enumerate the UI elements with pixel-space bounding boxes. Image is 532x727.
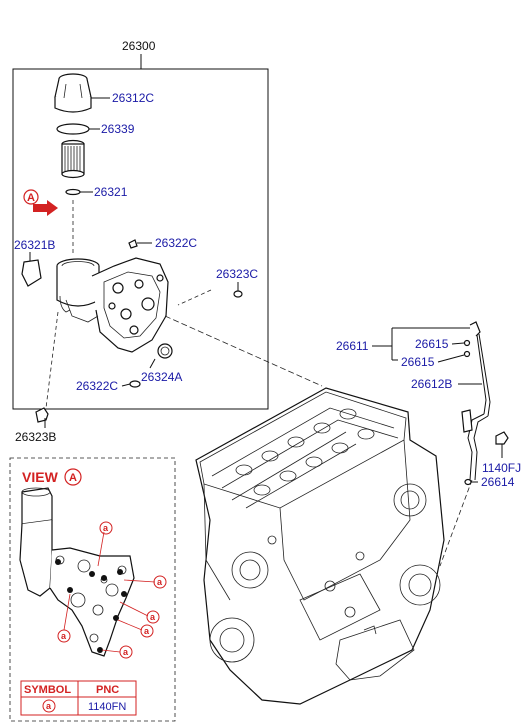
view-a-frame [9, 457, 176, 722]
callout-a-6: a [61, 631, 67, 641]
view-letter: A [69, 472, 77, 484]
label-26612B: 26612B [411, 377, 452, 391]
bolt-1140FJ [495, 431, 509, 445]
small-o-ring [65, 188, 81, 196]
label-26339: 26339 [101, 122, 135, 136]
symbol-table: SYMBOL PNC a 1140FN [20, 680, 137, 716]
label-26322C-bottom: 26322C [76, 379, 118, 393]
table-cell-symbol: a [46, 701, 52, 711]
callouts: a a a a a a [57, 521, 167, 659]
callout-a-5: a [123, 647, 129, 657]
label-26312C: 26312C [112, 91, 154, 105]
label-26324A: 26324A [141, 370, 182, 384]
label-1140FJ: 1140FJ [482, 461, 521, 475]
table-header-pnc: PNC [96, 684, 119, 696]
view-a-module [19, 487, 135, 657]
engine-block [195, 387, 445, 705]
label-26323B: 26323B [15, 430, 56, 444]
callout-a-4: a [144, 626, 150, 636]
o-ring [56, 123, 90, 135]
label-26323C: 26323C [216, 267, 258, 281]
label-26321: 26321 [94, 185, 128, 199]
view-title: VIEW [22, 469, 59, 485]
view-letter-circle [64, 468, 82, 486]
label-26300: 26300 [122, 39, 156, 53]
marker-a-letter: A [27, 192, 35, 204]
filter-element [61, 139, 85, 179]
gasket-26321B [21, 259, 42, 287]
marker-a-circle [23, 189, 39, 205]
label-26611: 26611 [336, 339, 369, 353]
callout-a-2: a [157, 577, 163, 587]
red-arrow-icon [33, 200, 58, 216]
label-26615-a: 26615 [415, 337, 449, 351]
label-26614: 26614 [481, 475, 515, 489]
oil-filter-housing [56, 257, 169, 353]
label-26615-b: 26615 [401, 355, 435, 369]
label-26321B: 26321B [14, 238, 55, 252]
dipstick [461, 321, 491, 481]
callout-a-1: a [103, 523, 109, 533]
plug-26323B [35, 407, 49, 423]
callout-a-3: a [150, 612, 156, 622]
label-26322C-top: 26322C [155, 236, 197, 250]
table-cell-pnc: 1140FN [88, 701, 126, 713]
table-header-symbol: SYMBOL [24, 684, 71, 696]
filter-cap [54, 73, 92, 113]
